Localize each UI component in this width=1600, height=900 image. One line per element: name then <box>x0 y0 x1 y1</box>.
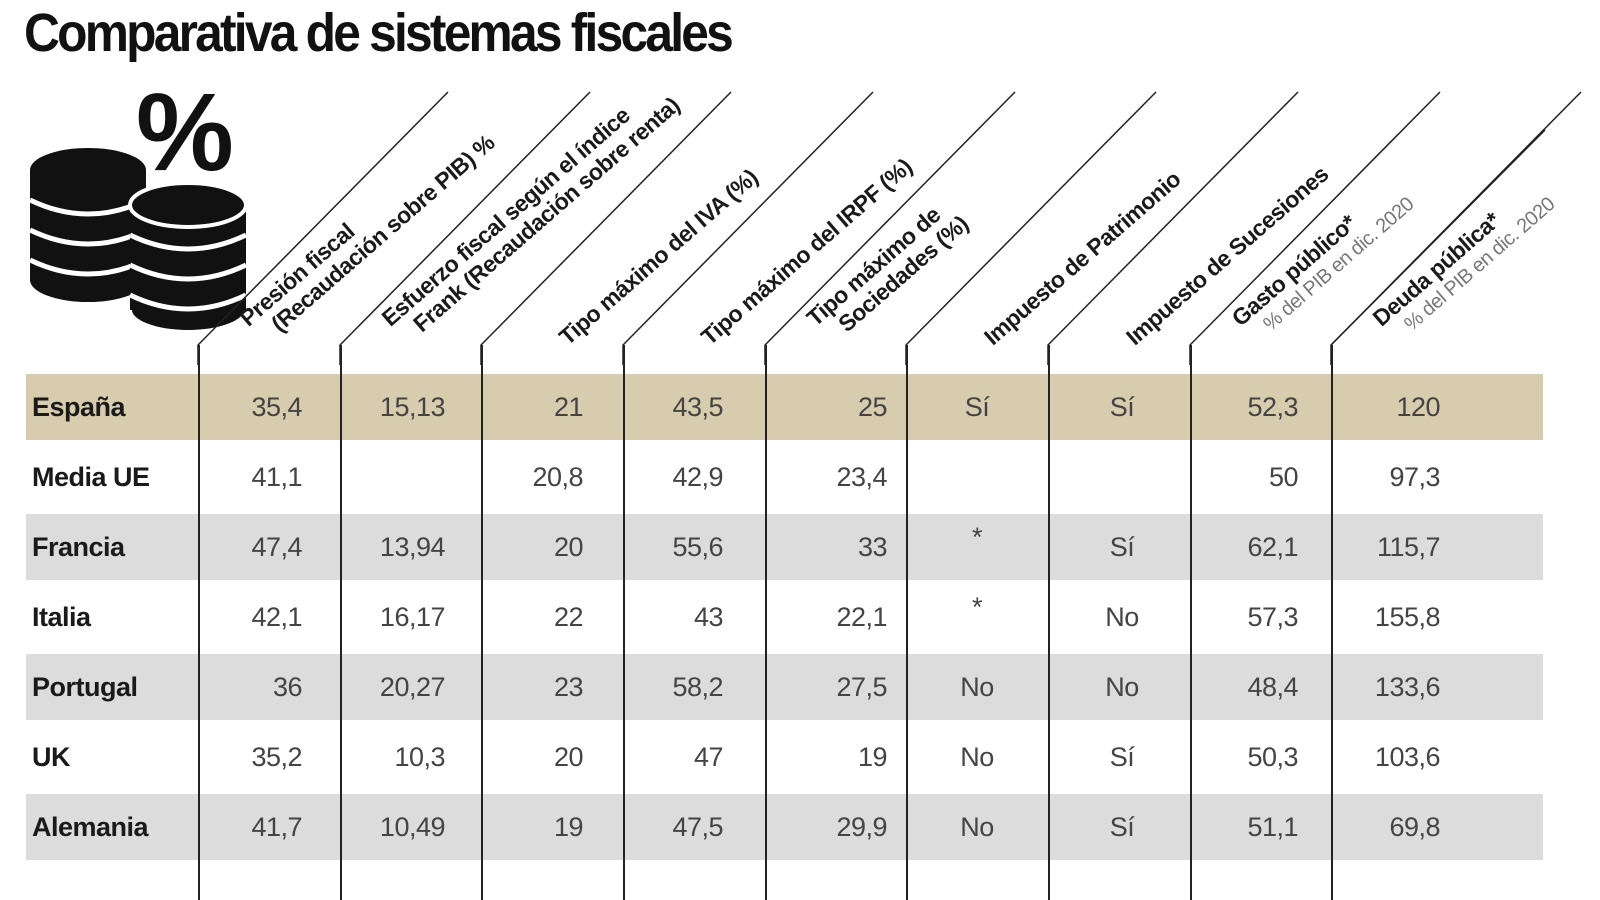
table-cell: 120 <box>1396 392 1440 422</box>
table-cell: 62,1 <box>1247 532 1298 562</box>
table-cell: 25 <box>857 392 888 422</box>
column-divider <box>765 345 767 900</box>
table-cell: 22 <box>553 602 584 632</box>
table-cell: 20,8 <box>532 462 583 492</box>
table-cell: 27,5 <box>836 672 887 702</box>
table-row: Italia 42,1 16,17 22 43 22,1 * No 57,3 155,8 <box>26 584 1543 650</box>
table-cell: 97,3 <box>1389 462 1440 492</box>
table-cell: 20,27 <box>379 672 446 702</box>
column-divider <box>481 345 483 900</box>
table-cell: No <box>960 812 994 842</box>
table-cell: 10,49 <box>379 812 446 842</box>
table-cell: 48,4 <box>1247 672 1298 702</box>
column-divider <box>623 345 625 900</box>
country-name: Italia <box>32 602 91 632</box>
page-title: Comparativa de sistemas fiscales <box>24 3 734 63</box>
table-cell: 15,13 <box>379 392 446 422</box>
table-cell: 51,1 <box>1247 812 1298 842</box>
column-divider <box>1190 345 1192 900</box>
table-cell: No <box>960 742 994 772</box>
table-cell: 20 <box>553 532 584 562</box>
country-name: Media UE <box>32 462 150 492</box>
table-cell: Sí <box>1109 532 1135 562</box>
table-cell: 47,5 <box>672 812 723 842</box>
table-cell: 36 <box>272 672 303 702</box>
header-divider-line <box>764 91 1016 365</box>
svg-text:%: % <box>136 71 234 194</box>
table-cell: 29,9 <box>836 812 887 842</box>
table-cell: 33 <box>857 532 888 562</box>
table-row: UK 35,2 10,3 20 47 19 No Sí 50,3 103,6 <box>26 724 1543 790</box>
table-cell: 16,17 <box>379 602 446 632</box>
table-cell: 47,4 <box>251 532 302 562</box>
table-cell: Sí <box>964 392 990 422</box>
table-cell: 23 <box>553 672 584 702</box>
table-row: Portugal 36 20,27 23 58,2 27,5 No No 48,4 133,6 <box>26 654 1543 720</box>
country-name: UK <box>32 742 71 772</box>
table-cell: 103,6 <box>1374 742 1441 772</box>
table-cell: 41,7 <box>251 812 302 842</box>
table-cell: 43,5 <box>672 392 723 422</box>
table-cell: 22,1 <box>836 602 887 632</box>
table-cell: No <box>1105 602 1139 632</box>
table-cell: Sí <box>1109 742 1135 772</box>
table-cell: Sí <box>1109 392 1135 422</box>
country-name: Alemania <box>32 812 149 842</box>
table-cell: No <box>960 672 994 702</box>
table-cell: 55,6 <box>672 532 723 562</box>
column-divider <box>340 345 342 900</box>
table-row: Francia 47,4 13,94 20 55,6 33 * Sí 62,1 115,7 <box>26 514 1543 580</box>
table-cell: * <box>971 592 983 622</box>
table-cell: 13,94 <box>379 532 446 562</box>
header-divider-line <box>1330 129 1546 346</box>
table-cell: 50,3 <box>1247 742 1298 772</box>
country-name: Francia <box>32 532 125 562</box>
table-cell: 115,7 <box>1376 532 1441 562</box>
column-divider <box>198 345 200 900</box>
table-cell: No <box>1105 672 1139 702</box>
table-cell: 23,4 <box>836 462 887 492</box>
coins-percent-icon: % <box>28 71 248 334</box>
table-cell: 42,1 <box>251 602 302 632</box>
table-cell: 42,9 <box>672 462 723 492</box>
table-cell: 20 <box>553 742 584 772</box>
table-cell: 57,3 <box>1247 602 1298 632</box>
table-cell: 41,1 <box>251 462 302 492</box>
table-cell: 19 <box>857 742 888 772</box>
table-cell: 35,4 <box>251 392 302 422</box>
table-cell: 35,2 <box>251 742 302 772</box>
column-divider <box>906 345 908 900</box>
table-cell: * <box>971 522 983 552</box>
table-cell: Sí <box>1109 812 1135 842</box>
table-cell: 47 <box>693 742 724 772</box>
table-cell: 50 <box>1268 462 1299 492</box>
country-name: Portugal <box>32 672 138 702</box>
column-divider <box>1048 345 1050 900</box>
table-cell: 52,3 <box>1247 392 1298 422</box>
table-cell: 69,8 <box>1389 812 1440 842</box>
country-name: España <box>32 392 126 422</box>
table-row: Alemania 41,7 10,49 19 47,5 29,9 No Sí 51,1 69,8 <box>26 794 1543 860</box>
table-cell: 19 <box>553 812 584 842</box>
table-cell: 10,3 <box>394 742 445 772</box>
table-cell: 58,2 <box>672 672 723 702</box>
table-cell: 155,8 <box>1374 602 1441 632</box>
table-row: Media UE 41,1 20,8 42,9 23,4 50 97,3 <box>26 444 1543 510</box>
column-divider <box>1331 345 1333 900</box>
table-cell: 43 <box>693 602 724 632</box>
table-cell: 133,6 <box>1374 672 1441 702</box>
table-row: España 35,4 15,13 21 43,5 25 Sí Sí 52,3 120 <box>26 374 1543 440</box>
table-cell: 21 <box>553 392 584 422</box>
